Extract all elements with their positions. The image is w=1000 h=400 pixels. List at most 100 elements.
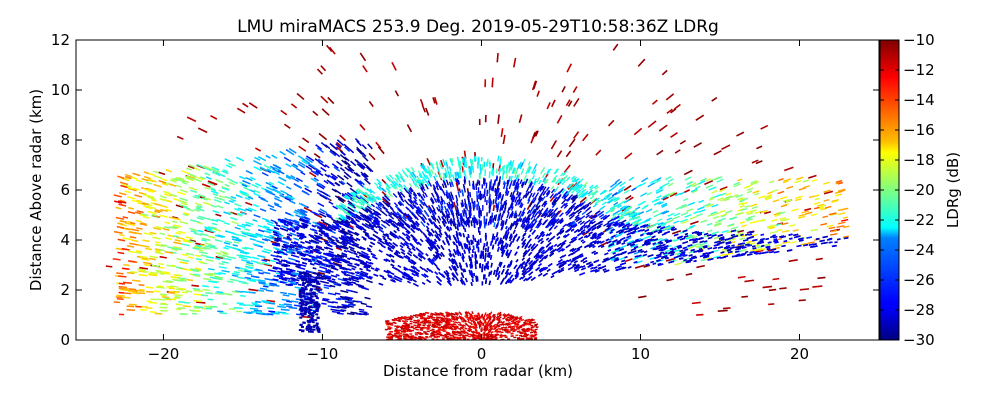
ldr-gate [459,169,462,176]
ldr-gate [320,95,329,104]
ldr-gate [687,201,696,206]
ldr-gate [572,186,577,191]
ldr-gate [579,196,587,204]
ldr-gate [674,262,682,266]
ldr-gate [172,197,180,202]
ldr-gate [399,184,404,189]
ldr-gate [565,176,571,182]
ldr-gate [210,115,218,120]
ldr-gate [241,281,249,285]
ldr-gate [450,208,455,215]
ldr-gate [448,181,452,188]
ldr-gate [685,226,694,231]
ldr-gate [405,167,410,173]
ldr-gate [249,176,256,181]
ldr-gate [263,235,273,240]
ldr-gate [224,201,230,205]
ldr-gate [253,269,260,272]
ldr-gate [231,235,240,240]
ldr-gate [407,218,412,223]
ldr-gate [291,272,301,277]
ldr-gate [415,211,421,217]
ldr-gate [325,246,334,251]
ldr-gate [376,185,382,191]
ldr-gate [764,210,772,215]
ldr-gate [766,196,773,200]
ldr-gate [334,195,344,202]
ldr-gate [339,167,345,172]
ldr-gate [251,256,260,260]
ldr-gate [657,221,664,226]
ldr-gate [497,192,501,200]
ldr-gate [196,216,204,221]
ldr-gate [439,174,443,179]
ldr-gate [449,204,453,210]
ldr-gate [568,182,574,189]
ldr-gate [446,208,451,216]
ldr-gate [401,216,407,222]
ldr-gate [579,220,585,226]
ldr-gate [261,217,270,222]
ldr-gate [837,188,846,192]
ldr-gate [247,196,254,200]
ldr-gate [445,162,449,170]
ldr-gate [119,234,125,237]
ldr-gate [511,191,515,197]
ldr-gate [812,285,823,288]
ldr-gate [353,208,360,214]
ldr-gate [236,213,243,217]
ldr-gate [510,202,514,209]
ldr-gate [582,133,589,142]
ldr-gate [338,204,345,209]
ldr-gate [596,223,603,228]
ldr-gate [433,197,438,203]
ldr-gate [347,166,353,172]
ldr-gate [340,151,346,156]
ldr-gate [415,206,421,213]
ldr-gate [231,274,238,277]
ldr-gate [208,235,216,239]
ldr-gate [647,120,657,128]
ldr-gate [361,154,369,162]
ldr-gate [365,166,372,172]
ldr-gate [127,187,137,192]
ldr-gate [440,205,444,211]
ldr-gate [414,200,419,206]
ldr-gate [254,156,261,161]
ldr-gate [510,196,514,201]
ldr-gate [244,276,252,280]
ldr-gate [342,206,350,211]
ldr-gate [218,262,225,266]
ldr-gate [666,219,674,224]
ldr-gate [232,272,240,276]
ldr-gate [215,276,224,279]
ldr-gate [266,299,276,303]
ldr-gate [376,225,381,229]
ldr-gate [350,276,359,281]
ldr-gate [717,197,724,201]
ldr-gate [281,312,289,315]
ldr-gate [241,259,250,263]
ldr-gate [132,187,139,191]
ldr-gate [177,230,186,234]
ldr-gate [134,194,143,198]
ldr-gate [131,199,141,204]
ldr-gate [187,165,195,170]
ldr-gate [173,241,183,245]
ldr-gate [498,176,502,183]
ldr-gate [536,222,543,229]
ldr-gate [163,226,171,229]
ldr-gate [575,217,582,223]
ldr-gate [253,192,261,197]
ldr-gate [265,181,272,186]
ldr-gate [511,168,515,174]
ldr-gate [167,234,175,238]
ldr-gate [349,148,355,154]
ldr-gate [521,181,526,189]
ldr-gate [568,206,573,211]
ldr-gate [407,189,413,195]
ldr-gate [468,180,471,187]
ldr-gate [518,161,522,169]
ldr-gate [266,313,274,316]
ldr-gate [143,270,149,273]
